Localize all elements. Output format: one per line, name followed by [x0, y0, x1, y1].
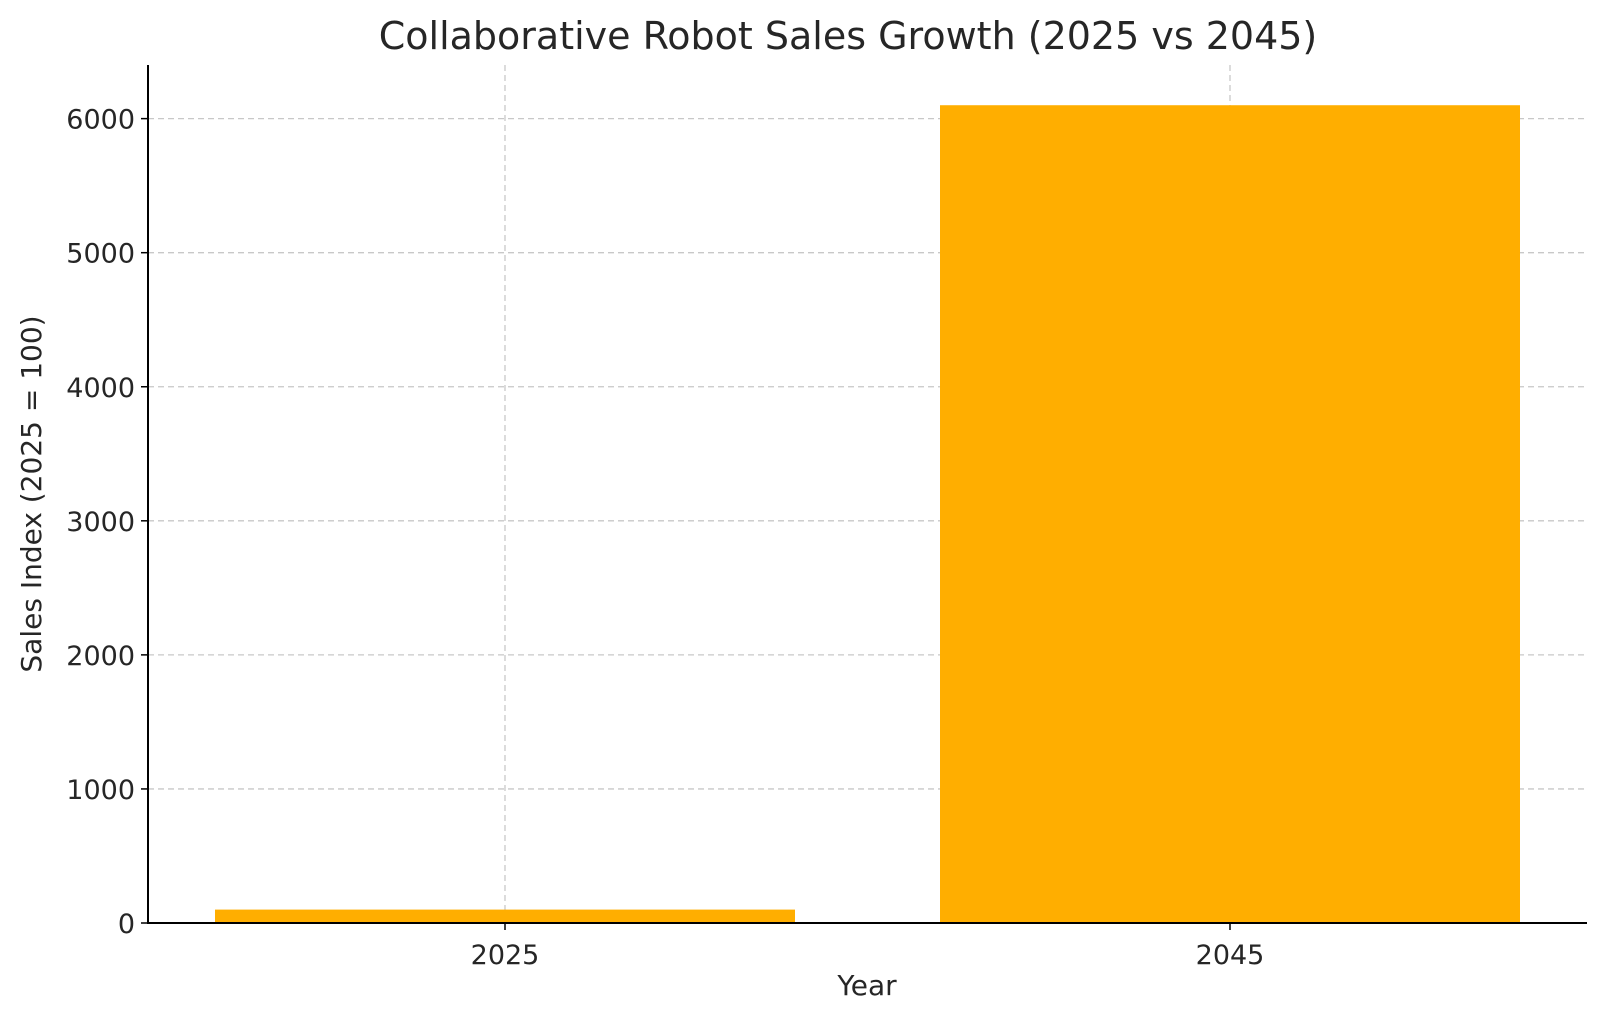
- axes: [147, 65, 1587, 924]
- x-tick-label: 2025: [471, 940, 540, 971]
- bar-2025: [215, 909, 795, 923]
- y-tick-label: 6000: [66, 105, 135, 136]
- x-axis-label: Year: [836, 969, 897, 1002]
- x-tick-label: 2045: [1196, 940, 1265, 971]
- chart-title: Collaborative Robot Sales Growth (2025 v…: [379, 14, 1318, 58]
- y-tick-label: 1000: [66, 775, 135, 806]
- y-tick-label: 0: [118, 909, 135, 940]
- ticks: 0 1000 2000 3000 4000 5000 6000 2025 2045: [66, 105, 1264, 971]
- bars: [215, 105, 1520, 923]
- y-tick-label: 2000: [66, 641, 135, 672]
- y-tick-label: 5000: [66, 239, 135, 270]
- y-axis-label: Sales Index (2025 = 100): [15, 315, 48, 672]
- bar-2045: [940, 105, 1520, 923]
- y-tick-label: 4000: [66, 373, 135, 404]
- y-tick-label: 3000: [66, 507, 135, 538]
